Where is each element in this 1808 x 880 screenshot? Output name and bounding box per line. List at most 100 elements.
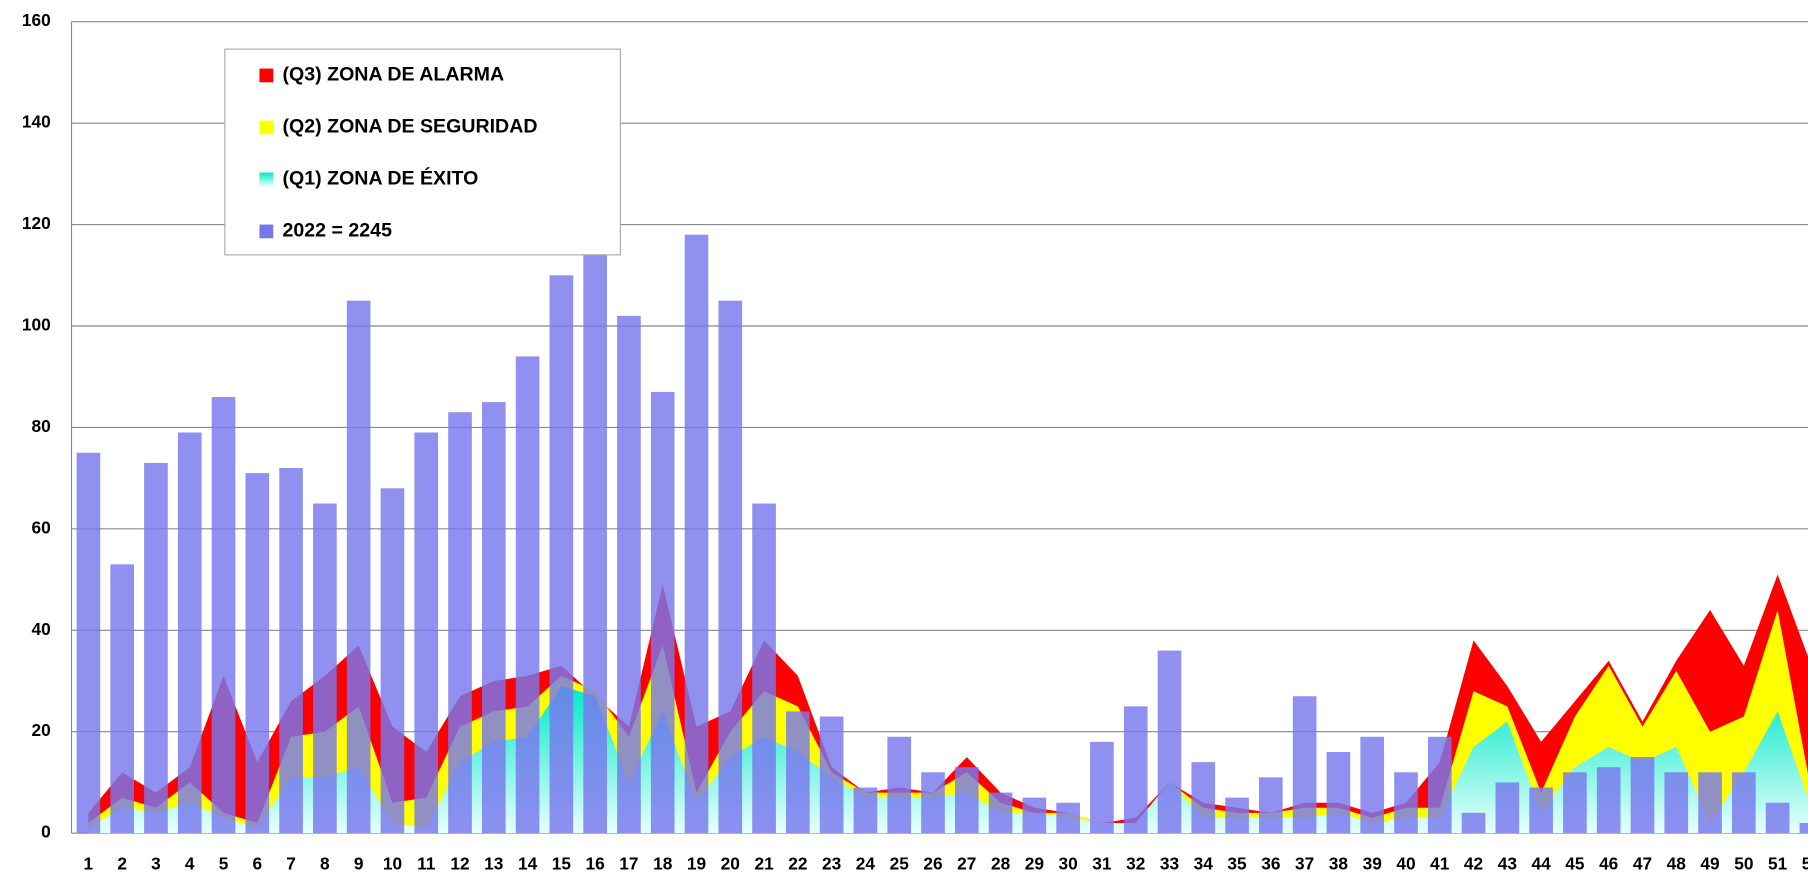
bar — [819, 716, 844, 834]
legend-swatch — [259, 68, 274, 83]
x-tick-label: 15 — [552, 854, 572, 874]
bar — [1698, 772, 1722, 834]
x-tick-label: 52 — [1802, 854, 1808, 874]
bar — [245, 473, 270, 834]
bar — [549, 275, 574, 834]
bar — [718, 300, 743, 834]
x-tick-label: 28 — [991, 854, 1011, 874]
x-tick-label: 25 — [890, 854, 910, 874]
bar — [617, 315, 641, 834]
bar — [1360, 736, 1385, 834]
y-tick-label: 100 — [22, 315, 51, 335]
x-tick-label: 27 — [957, 854, 976, 874]
x-tick-label: 26 — [923, 854, 942, 874]
bar — [583, 255, 607, 834]
legend-label: (Q1) ZONA DE ÉXITO — [282, 167, 478, 190]
bar — [448, 412, 472, 834]
bar — [921, 772, 945, 834]
legend-label: (Q3) ZONA DE ALARMA — [282, 64, 504, 86]
x-tick-label: 19 — [687, 854, 706, 874]
x-tick-label: 39 — [1363, 854, 1382, 874]
bar — [786, 711, 810, 834]
x-tick-label: 29 — [1025, 854, 1044, 874]
y-tick-label: 160 — [22, 10, 51, 30]
x-tick-label: 3 — [151, 854, 161, 874]
bar — [1427, 736, 1452, 834]
bar — [515, 356, 540, 834]
legend-swatch — [259, 172, 274, 187]
x-tick-label: 21 — [754, 854, 774, 874]
x-tick-label: 20 — [721, 854, 740, 874]
x-tick-label: 41 — [1430, 854, 1450, 874]
legend-box — [224, 48, 621, 256]
x-tick-label: 43 — [1498, 854, 1517, 874]
bar — [887, 736, 912, 834]
bar — [1191, 762, 1216, 834]
bar — [1664, 772, 1689, 834]
x-tick-label: 30 — [1059, 854, 1078, 874]
bar — [380, 488, 405, 834]
x-tick-label: 2 — [117, 854, 127, 874]
x-tick-label: 17 — [619, 854, 638, 874]
bar — [1563, 772, 1587, 834]
bar — [1732, 772, 1756, 834]
x-tick-label: 24 — [856, 854, 876, 874]
bar — [279, 468, 303, 834]
bar — [650, 391, 675, 834]
x-tick-label: 1 — [84, 854, 94, 874]
bar — [1157, 650, 1182, 834]
y-tick-label: 120 — [22, 213, 51, 233]
y-tick-label: 80 — [32, 416, 51, 436]
x-tick-label: 13 — [484, 854, 503, 874]
y-tick-label: 60 — [32, 517, 51, 537]
x-tick-label: 37 — [1295, 854, 1314, 874]
legend-swatch — [259, 224, 274, 239]
y-tick-label: 20 — [32, 720, 51, 740]
bar — [954, 767, 979, 834]
bar — [684, 234, 709, 834]
bar — [1799, 823, 1808, 834]
bar — [110, 564, 134, 834]
bar — [481, 402, 506, 834]
x-tick-label: 5 — [219, 854, 229, 874]
bars — [76, 234, 1808, 834]
x-tick-label: 31 — [1092, 854, 1112, 874]
bar — [177, 432, 202, 834]
x-tick-label: 33 — [1160, 854, 1179, 874]
bar — [1394, 772, 1418, 834]
bar — [1090, 741, 1114, 834]
bar — [1326, 752, 1351, 834]
bar — [1765, 802, 1790, 834]
bar — [1495, 782, 1520, 834]
x-tick-label: 44 — [1532, 854, 1552, 874]
x-tick-label: 6 — [252, 854, 262, 874]
x-tick-label: 36 — [1261, 854, 1280, 874]
bar — [1123, 706, 1148, 834]
x-tick-label: 46 — [1599, 854, 1618, 874]
bar — [1529, 787, 1553, 834]
bar — [1056, 802, 1080, 834]
bar — [853, 787, 878, 834]
x-tick-label: 23 — [822, 854, 841, 874]
x-tick-label: 42 — [1464, 854, 1483, 874]
bar — [211, 397, 236, 834]
x-tick-label: 48 — [1667, 854, 1687, 874]
x-tick-label: 14 — [518, 854, 538, 874]
bar — [1259, 777, 1283, 834]
x-tick-label: 51 — [1768, 854, 1788, 874]
x-tick-label: 11 — [417, 854, 436, 874]
legend-swatch — [259, 120, 274, 135]
x-tick-label: 9 — [354, 854, 364, 874]
y-tick-label: 0 — [41, 822, 51, 842]
bar — [1630, 757, 1655, 834]
x-tick-label: 38 — [1329, 854, 1349, 874]
x-tick-label: 47 — [1633, 854, 1652, 874]
x-tick-label: 45 — [1565, 854, 1585, 874]
y-tick-label: 40 — [32, 619, 51, 639]
bar — [144, 462, 168, 834]
x-tick-label: 49 — [1700, 854, 1719, 874]
bar — [313, 503, 337, 834]
x-tick-label: 50 — [1734, 854, 1753, 874]
